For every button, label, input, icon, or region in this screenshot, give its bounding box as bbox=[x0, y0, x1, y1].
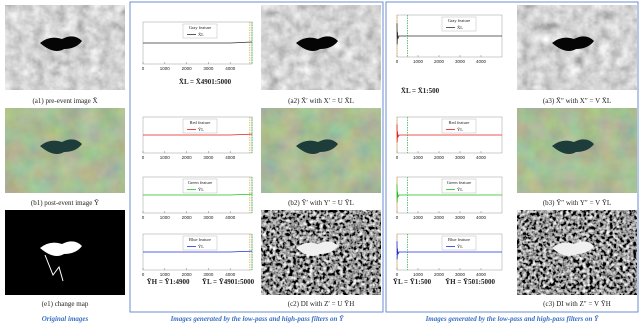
plot-title: Red feature bbox=[449, 120, 470, 125]
x-tick-label: 0 bbox=[396, 59, 399, 64]
x-tick-label: 4000 bbox=[476, 155, 487, 160]
legend-label: ȲL bbox=[198, 244, 204, 249]
data-line bbox=[143, 133, 253, 136]
x-tick-label: 1000 bbox=[413, 272, 424, 277]
x-tick-label: 1000 bbox=[160, 155, 171, 160]
data-line bbox=[143, 250, 253, 253]
formula: X̄L = X̄1:500 bbox=[401, 87, 440, 95]
lake bbox=[296, 36, 338, 51]
x-tick-label: 3000 bbox=[203, 215, 214, 220]
x-tick-label: 0 bbox=[142, 272, 145, 277]
x-tick-label: 1000 bbox=[160, 215, 171, 220]
lake bbox=[40, 36, 82, 51]
legend-label: ȲL bbox=[198, 127, 204, 132]
data-line bbox=[396, 23, 502, 45]
x-tick-label: 1000 bbox=[413, 59, 424, 64]
legend-label: ȲL bbox=[198, 187, 204, 192]
lake bbox=[552, 139, 594, 154]
caption: (e1) change map bbox=[42, 300, 89, 308]
x-tick-label: 2000 bbox=[434, 155, 445, 160]
caption: (c2) DI with Z′ = U ȲH bbox=[288, 300, 355, 308]
lake bbox=[40, 139, 82, 154]
x-tick-label: 3000 bbox=[455, 155, 466, 160]
x-tick-label: 1000 bbox=[160, 66, 171, 71]
x-tick-label: 4000 bbox=[225, 215, 236, 220]
data-line bbox=[143, 41, 253, 44]
lake bbox=[296, 241, 338, 256]
x-tick-label: 4000 bbox=[225, 272, 236, 277]
x-tick-label: 4000 bbox=[476, 215, 487, 220]
x-tick-label: 0 bbox=[396, 272, 399, 277]
lake bbox=[552, 36, 594, 51]
x-tick-label: 2000 bbox=[182, 155, 193, 160]
lake bbox=[296, 139, 338, 154]
plot-title: Green feature bbox=[447, 180, 472, 185]
x-tick-label: 3000 bbox=[455, 59, 466, 64]
x-tick-label: 2000 bbox=[182, 66, 193, 71]
formula: X̄L = X̄4901:5000 bbox=[179, 78, 232, 86]
formula: ȲL = Ȳ1:500 bbox=[393, 278, 432, 286]
x-tick-label: 2000 bbox=[182, 272, 193, 277]
caption: (a1) pre-event image X̄ bbox=[32, 97, 97, 105]
x-tick-label: 4000 bbox=[476, 272, 487, 277]
caption: (b3) Ȳ″ with Y″ = V ȲL bbox=[543, 199, 611, 207]
panel-border bbox=[385, 1, 639, 313]
x-tick-label: 1000 bbox=[413, 215, 424, 220]
x-tick-label: 4000 bbox=[225, 155, 236, 160]
x-tick-label: 4000 bbox=[225, 66, 236, 71]
caption: (a2) X̄′ with X′ = U X̄L bbox=[288, 97, 354, 105]
footer: Original images bbox=[42, 315, 89, 323]
data-line bbox=[396, 241, 502, 260]
panel-border bbox=[129, 1, 384, 313]
plot-title: Blue feature bbox=[448, 237, 470, 242]
x-tick-label: 0 bbox=[396, 155, 399, 160]
legend-label: X̄L bbox=[198, 32, 204, 37]
x-tick-label: 2000 bbox=[434, 59, 445, 64]
plot-title: Gray feature bbox=[448, 18, 471, 23]
legend-label: X̄L bbox=[457, 25, 463, 30]
plot-title: Green feature bbox=[188, 180, 213, 185]
data-line bbox=[396, 184, 502, 203]
legend-label: ȲL bbox=[457, 244, 463, 249]
lake bbox=[40, 241, 82, 256]
x-tick-label: 3000 bbox=[203, 272, 214, 277]
data-line bbox=[396, 124, 502, 143]
x-tick-label: 3000 bbox=[203, 66, 214, 71]
formula: ȲH = Ȳ501:5000 bbox=[445, 278, 495, 286]
x-tick-label: 1000 bbox=[160, 272, 171, 277]
formula: ȲL = Ȳ4901:5000 bbox=[202, 278, 255, 286]
legend-label: ȲL bbox=[457, 187, 463, 192]
footer: Images generated by the low-pass and hig… bbox=[170, 315, 345, 323]
legend-label: ȲL bbox=[457, 127, 463, 132]
plot-title: Gray feature bbox=[189, 25, 212, 30]
x-tick-label: 2000 bbox=[434, 272, 445, 277]
formula: ȲH = Ȳ1:4900 bbox=[147, 278, 190, 286]
x-tick-label: 3000 bbox=[203, 155, 214, 160]
x-tick-label: 2000 bbox=[182, 215, 193, 220]
x-tick-label: 4000 bbox=[476, 59, 487, 64]
caption: (a3) X̄″ with X″ = V X̄L bbox=[543, 97, 611, 105]
x-tick-label: 0 bbox=[396, 215, 399, 220]
lake bbox=[44, 254, 64, 282]
x-tick-label: 2000 bbox=[434, 215, 445, 220]
images bbox=[5, 5, 637, 295]
x-tick-label: 1000 bbox=[413, 155, 424, 160]
caption: (b1) post-event image Ȳ bbox=[31, 199, 99, 207]
x-tick-label: 0 bbox=[142, 215, 145, 220]
footer: Images generated by the low-pass and hig… bbox=[425, 315, 600, 323]
plot-title: Red feature bbox=[190, 120, 211, 125]
x-tick-label: 3000 bbox=[455, 215, 466, 220]
caption: (b2) Ȳ′ with Y′ = U ȲL bbox=[288, 199, 354, 207]
plot-title: Blue feature bbox=[189, 237, 211, 242]
x-tick-label: 0 bbox=[142, 66, 145, 71]
x-tick-label: 0 bbox=[142, 155, 145, 160]
x-tick-label: 3000 bbox=[455, 272, 466, 277]
caption: (c3) DI with Z″ = V ȲH bbox=[543, 300, 611, 308]
lake bbox=[552, 241, 594, 256]
data-line bbox=[143, 193, 253, 196]
